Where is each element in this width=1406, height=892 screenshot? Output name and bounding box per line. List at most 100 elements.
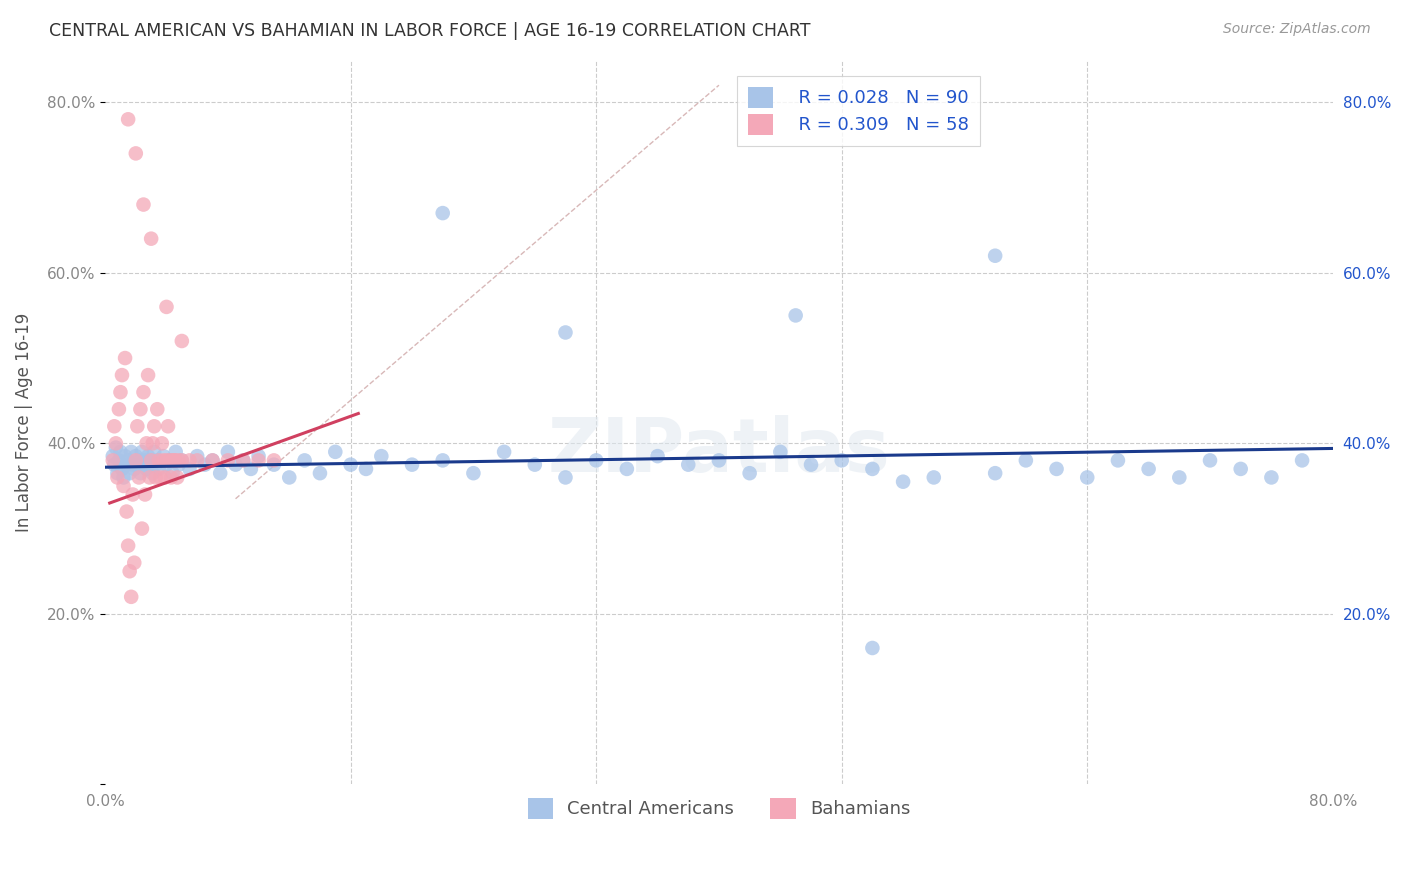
Point xyxy=(554,326,576,340)
Point xyxy=(523,458,546,472)
Point xyxy=(105,466,128,480)
Point xyxy=(141,232,163,246)
Point xyxy=(1045,462,1067,476)
Point xyxy=(145,458,167,472)
Point xyxy=(143,419,166,434)
Point xyxy=(129,402,152,417)
Point xyxy=(232,453,254,467)
Y-axis label: In Labor Force | Age 16-19: In Labor Force | Age 16-19 xyxy=(15,312,32,532)
Point xyxy=(122,462,145,476)
Point xyxy=(132,197,155,211)
Point xyxy=(167,453,190,467)
Point xyxy=(127,419,149,434)
Point xyxy=(134,487,156,501)
Point xyxy=(463,466,485,480)
Point xyxy=(141,453,163,467)
Point xyxy=(1168,470,1191,484)
Point xyxy=(155,458,177,472)
Point xyxy=(785,309,807,323)
Point xyxy=(155,300,177,314)
Point xyxy=(127,458,149,472)
Point xyxy=(115,504,138,518)
Point xyxy=(186,453,208,467)
Point xyxy=(125,146,148,161)
Point xyxy=(232,453,254,467)
Point xyxy=(117,539,139,553)
Point xyxy=(121,487,143,501)
Point xyxy=(170,334,193,348)
Point xyxy=(112,479,135,493)
Point xyxy=(1291,453,1313,467)
Point xyxy=(155,453,177,467)
Point xyxy=(922,470,945,484)
Point xyxy=(141,453,163,467)
Point xyxy=(150,436,173,450)
Point xyxy=(170,453,193,467)
Point xyxy=(136,449,159,463)
Point xyxy=(114,449,136,463)
Point xyxy=(163,453,186,467)
Legend: Central Americans, Bahamians: Central Americans, Bahamians xyxy=(520,791,918,826)
Point xyxy=(103,419,125,434)
Text: Source: ZipAtlas.com: Source: ZipAtlas.com xyxy=(1223,22,1371,37)
Point xyxy=(120,445,142,459)
Point xyxy=(105,470,128,484)
Point xyxy=(769,445,792,459)
Point xyxy=(263,458,285,472)
Text: ZIPatlas: ZIPatlas xyxy=(547,415,890,488)
Point xyxy=(108,402,131,417)
Point xyxy=(138,470,160,484)
Point xyxy=(616,462,638,476)
Point xyxy=(738,466,761,480)
Point xyxy=(138,458,160,472)
Point xyxy=(162,453,184,467)
Point xyxy=(432,453,454,467)
Point xyxy=(111,462,134,476)
Point xyxy=(146,402,169,417)
Point xyxy=(263,453,285,467)
Text: CENTRAL AMERICAN VS BAHAMIAN IN LABOR FORCE | AGE 16-19 CORRELATION CHART: CENTRAL AMERICAN VS BAHAMIAN IN LABOR FO… xyxy=(49,22,811,40)
Point xyxy=(1076,470,1098,484)
Point xyxy=(104,441,127,455)
Point xyxy=(166,470,188,484)
Point xyxy=(125,453,148,467)
Point xyxy=(179,453,201,467)
Point xyxy=(148,453,170,467)
Point xyxy=(132,385,155,400)
Point xyxy=(494,445,516,459)
Point xyxy=(142,466,165,480)
Point xyxy=(891,475,914,489)
Point xyxy=(128,453,150,467)
Point xyxy=(309,466,332,480)
Point xyxy=(585,453,607,467)
Point xyxy=(129,466,152,480)
Point xyxy=(117,112,139,127)
Point xyxy=(984,466,1007,480)
Point xyxy=(554,470,576,484)
Point xyxy=(153,470,176,484)
Point xyxy=(136,368,159,383)
Point xyxy=(159,453,181,467)
Point xyxy=(194,458,217,472)
Point xyxy=(135,436,157,450)
Point xyxy=(217,445,239,459)
Point xyxy=(122,556,145,570)
Point xyxy=(152,449,174,463)
Point xyxy=(120,590,142,604)
Point xyxy=(118,466,141,480)
Point xyxy=(323,445,346,459)
Point xyxy=(678,458,700,472)
Point xyxy=(142,436,165,450)
Point xyxy=(131,445,153,459)
Point xyxy=(157,419,180,434)
Point xyxy=(131,522,153,536)
Point xyxy=(278,470,301,484)
Point xyxy=(1107,453,1129,467)
Point xyxy=(118,564,141,578)
Point xyxy=(1015,453,1038,467)
Point xyxy=(159,453,181,467)
Point xyxy=(860,640,883,655)
Point xyxy=(145,470,167,484)
Point xyxy=(143,445,166,459)
Point xyxy=(170,453,193,467)
